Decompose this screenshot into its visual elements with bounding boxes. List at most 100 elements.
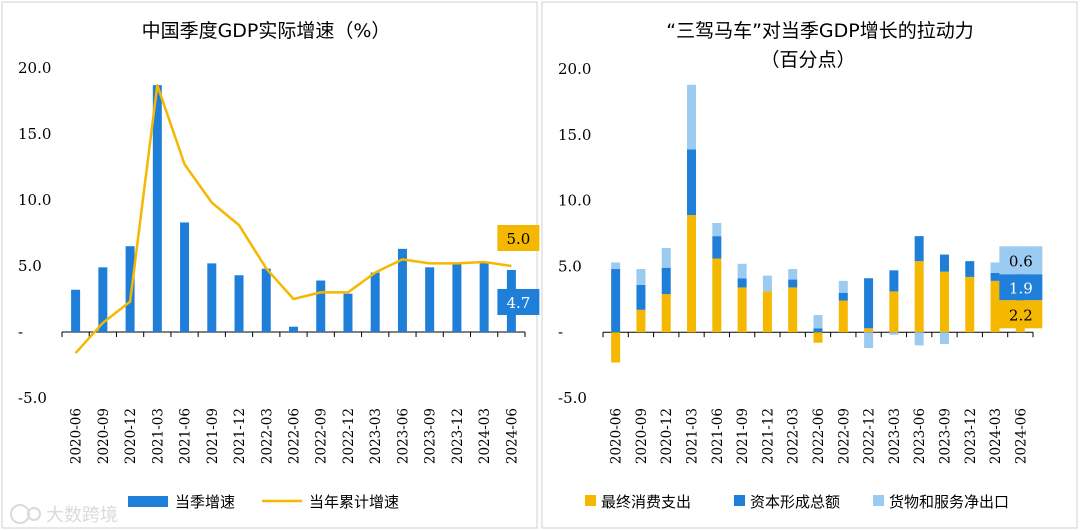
- quarterly-growth-bar: [125, 246, 135, 332]
- consumption-bar-segment: [762, 291, 772, 333]
- consumption-bar-segment: [636, 309, 646, 333]
- quarterly-growth-bar: [289, 326, 298, 332]
- right-category-label: 2020-09: [634, 408, 650, 464]
- consumption-data-label: 2.2: [1009, 306, 1033, 324]
- quarterly-growth-bar: [207, 263, 217, 332]
- consumption-bar-segment: [712, 258, 722, 333]
- capital-formation-bar-segment: [990, 272, 1000, 281]
- capital-formation-bar-segment: [864, 278, 874, 329]
- quarterly-growth-bar: [71, 289, 81, 332]
- net-export-bar-segment: [990, 262, 1000, 273]
- right-category-label: 2022-09: [836, 408, 852, 464]
- consumption-data-label-box: [999, 300, 1043, 329]
- left-category-label: 2022-06: [287, 408, 303, 464]
- right-category-label: 2022-06: [811, 408, 827, 464]
- quarterly-growth-bar: [234, 275, 244, 332]
- capital-formation-bar-segment: [965, 261, 975, 277]
- net-export-bar-segment: [838, 280, 848, 293]
- capital-formation-bar-segment: [661, 267, 671, 295]
- legend-swatch-quarterly: [128, 496, 168, 507]
- quarterly-growth-bar: [343, 293, 353, 332]
- right-category-label: 2024-06: [1013, 408, 1029, 464]
- capital-formation-bar-segment: [712, 236, 722, 259]
- quarterly-growth-bar: [397, 248, 407, 332]
- capital-formation-bar-segment: [838, 292, 848, 301]
- net-export-bar-segment: [737, 263, 747, 279]
- right-category-label: 2020-12: [659, 408, 675, 464]
- right-category-label: 2023-09: [937, 408, 953, 464]
- left-category-label: 2023-03: [368, 408, 384, 464]
- left-category-label: 2024-06: [504, 408, 520, 464]
- consumption-bar-segment: [838, 300, 848, 333]
- net-export-bar-segment: [864, 332, 874, 348]
- capital-formation-bar-segment: [788, 279, 798, 288]
- net-export-bar-segment: [636, 269, 646, 285]
- consumption-bar-segment: [813, 332, 823, 343]
- quarterly-growth-bar: [479, 262, 489, 332]
- left-category-label: 2023-09: [423, 408, 439, 464]
- consumption-bar-segment: [864, 328, 874, 333]
- capital-formation-bar-segment: [939, 254, 949, 272]
- left-category-label: 2021-12: [232, 408, 248, 464]
- left-category-label: 2020-09: [96, 408, 112, 464]
- left-ytick-label: 20.0: [18, 59, 51, 77]
- right-ytick-label: 5.0: [558, 257, 582, 275]
- left-ytick-label: 10.0: [18, 191, 51, 209]
- right-category-label: 2022-12: [862, 408, 878, 464]
- left-ytick-label: 5.0: [18, 257, 42, 275]
- left-chart-title: 中国季度GDP实际增速（%）: [142, 20, 391, 42]
- consumption-bar-segment: [788, 287, 798, 333]
- cumulative-growth-line: [74, 83, 512, 354]
- right-ytick-label: 20.0: [558, 60, 591, 78]
- capital-formation-bar-segment: [813, 328, 823, 333]
- quarterly-growth-bar: [316, 280, 326, 332]
- consumption-bar-segment: [661, 294, 671, 333]
- left-category-label: 2022-09: [314, 408, 330, 464]
- left-ytick-label: -: [18, 323, 23, 341]
- consumption-bar-segment: [737, 287, 747, 333]
- quarterly-growth-bar: [370, 272, 380, 332]
- consumption-bar-segment: [939, 271, 949, 333]
- right-ytick-label: 10.0: [558, 192, 591, 210]
- right-chart-title: “三驾马车”对当季GDP增长的拉动力: [666, 20, 974, 42]
- net-export-bar-segment: [813, 315, 823, 329]
- right-category-label: 2021-12: [760, 408, 776, 464]
- right-ytick-label: -: [558, 323, 563, 341]
- left-category-label: 2022-03: [259, 408, 275, 464]
- capital-formation-bar-segment: [611, 269, 621, 333]
- right-category-label: 2021-06: [710, 408, 726, 464]
- net-export-bar-segment: [611, 262, 621, 270]
- left-category-label: 2023-12: [450, 408, 466, 464]
- quarterly-growth-bar: [261, 268, 271, 332]
- right-category-label: 2022-03: [786, 408, 802, 464]
- net-export-data-label: 0.6: [1009, 252, 1033, 270]
- net-export-bar-segment: [661, 247, 671, 268]
- consumption-bar-segment: [611, 332, 621, 363]
- left-ytick-label: -5.0: [18, 389, 47, 407]
- right-category-label: 2020-06: [609, 408, 625, 464]
- capital-formation-bar-segment: [636, 284, 646, 310]
- quarterly-growth-data-label: 4.7: [506, 294, 530, 312]
- quarterly-growth-bar: [425, 267, 435, 332]
- watermark-logo: 大数跨境: [10, 504, 118, 526]
- net-export-bar-segment: [889, 332, 899, 335]
- capital-formation-bar-segment: [737, 278, 747, 288]
- legend-label-cumulative: 当年累计增速: [309, 493, 399, 511]
- net-export-bar-segment: [939, 332, 949, 345]
- right-category-label: 2021-09: [735, 408, 751, 464]
- net-export-bar-segment: [762, 275, 772, 292]
- capital-formation-data-label: 1.9: [1009, 279, 1033, 297]
- consumption-bar-segment: [914, 261, 924, 333]
- legend-label-netexport: 货物和服务净出口: [889, 493, 1009, 511]
- legend-swatch-consumption: [585, 495, 596, 506]
- capital-formation-bar-segment: [687, 149, 697, 216]
- capital-formation-data-label-box: [999, 274, 1043, 301]
- watermark-text: 大数跨境: [46, 505, 118, 526]
- left-ytick-label: 15.0: [18, 125, 51, 143]
- consumption-bar-segment: [965, 276, 975, 333]
- left-category-label: 2022-12: [341, 408, 357, 464]
- net-export-bar-segment: [914, 332, 924, 346]
- right-ytick-label: -5.0: [558, 389, 587, 407]
- right-category-label: 2023-06: [912, 408, 928, 464]
